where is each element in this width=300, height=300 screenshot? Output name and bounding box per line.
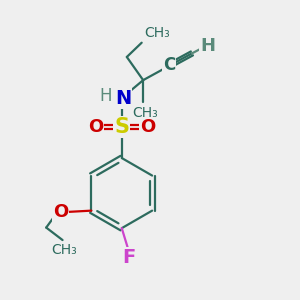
Text: N: N	[115, 89, 131, 108]
Text: O: O	[53, 203, 68, 221]
Text: CH₃: CH₃	[145, 26, 170, 40]
Text: CH₃: CH₃	[51, 243, 77, 257]
Text: F: F	[123, 248, 136, 267]
Text: S: S	[114, 117, 129, 137]
Text: H: H	[200, 37, 215, 55]
Text: C: C	[163, 56, 175, 74]
Text: CH₃: CH₃	[132, 106, 158, 120]
Text: O: O	[88, 118, 103, 136]
Text: H: H	[100, 87, 112, 105]
Text: O: O	[140, 118, 155, 136]
